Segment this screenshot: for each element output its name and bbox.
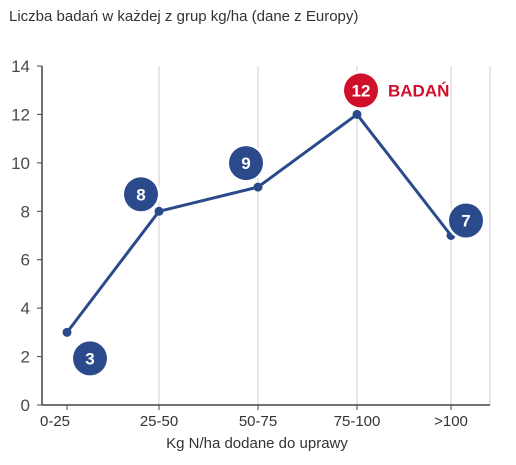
x-tick-label: 50-75 — [239, 413, 277, 430]
x-tick-label: 75-100 — [334, 413, 381, 430]
x-axis-label: Kg N/ha dodane do uprawy — [166, 435, 348, 452]
y-tick-label: 2 — [21, 348, 30, 367]
x-tick-label: >100 — [434, 413, 468, 430]
y-tick-label: 0 — [21, 396, 30, 415]
y-tick-label: 4 — [21, 299, 30, 318]
data-point — [253, 182, 263, 192]
y-tick-label: 10 — [11, 154, 30, 173]
highlight-annotation: BADAŃ — [388, 81, 449, 100]
data-label: 3 — [85, 349, 94, 368]
y-tick-label: 12 — [11, 105, 30, 124]
data-label: 9 — [241, 154, 250, 173]
data-label-badge — [229, 146, 263, 181]
data-label: 12 — [352, 81, 371, 100]
data-label: 7 — [461, 212, 470, 231]
data-label-badge — [73, 341, 107, 376]
data-point — [62, 327, 72, 337]
data-label-badge — [449, 203, 483, 238]
data-point — [352, 109, 362, 119]
x-tick-label: 25-50 — [140, 413, 178, 430]
x-tick-label: 0-25 — [40, 413, 70, 430]
data-label: 8 — [136, 185, 145, 204]
y-tick-label: 6 — [21, 251, 30, 270]
data-label-badge — [124, 177, 158, 212]
data-label-badge — [344, 73, 378, 108]
series-line — [65, 112, 453, 334]
y-tick-label: 14 — [11, 57, 30, 76]
chart-title: Liczba badań w każdej z grup kg/ha (dane… — [9, 8, 359, 25]
y-tick-label: 8 — [21, 202, 30, 221]
data-point — [154, 206, 164, 216]
